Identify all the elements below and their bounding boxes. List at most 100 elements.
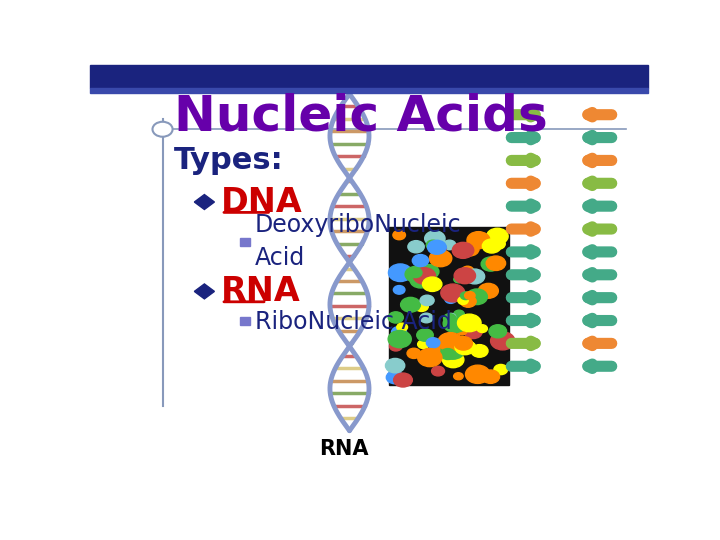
FancyArrowPatch shape <box>511 341 535 346</box>
Circle shape <box>466 365 490 383</box>
Text: DNA: DNA <box>221 186 303 219</box>
Circle shape <box>417 329 433 341</box>
Bar <box>90 65 648 87</box>
FancyArrowPatch shape <box>588 112 612 117</box>
Circle shape <box>443 314 467 333</box>
Circle shape <box>486 256 505 271</box>
Circle shape <box>433 244 446 254</box>
Circle shape <box>429 250 451 267</box>
FancyArrowPatch shape <box>588 341 612 346</box>
Circle shape <box>402 303 412 310</box>
FancyArrowPatch shape <box>588 273 612 277</box>
Circle shape <box>460 295 476 307</box>
Circle shape <box>482 370 500 383</box>
Circle shape <box>415 301 428 312</box>
Circle shape <box>393 286 405 294</box>
FancyArrowPatch shape <box>511 136 535 140</box>
Circle shape <box>393 231 405 240</box>
Circle shape <box>400 298 420 312</box>
Circle shape <box>489 325 507 338</box>
Circle shape <box>464 292 475 299</box>
FancyArrowPatch shape <box>588 249 612 254</box>
Circle shape <box>471 345 488 357</box>
Text: RNA: RNA <box>221 275 301 308</box>
Bar <box>389 227 508 385</box>
FancyArrowPatch shape <box>511 364 535 368</box>
Circle shape <box>460 242 479 256</box>
Circle shape <box>461 292 471 300</box>
Circle shape <box>464 342 476 351</box>
Circle shape <box>420 265 439 279</box>
Text: Nucleic Acids: Nucleic Acids <box>174 93 547 141</box>
Circle shape <box>490 332 515 350</box>
Circle shape <box>407 348 420 359</box>
Circle shape <box>445 294 456 303</box>
Circle shape <box>457 314 481 332</box>
FancyArrowPatch shape <box>511 273 535 277</box>
Circle shape <box>444 314 456 323</box>
Circle shape <box>454 310 464 318</box>
Circle shape <box>428 240 446 254</box>
Circle shape <box>410 273 431 288</box>
Circle shape <box>420 349 438 362</box>
FancyArrowPatch shape <box>511 181 535 186</box>
Circle shape <box>490 238 505 249</box>
Circle shape <box>478 284 498 298</box>
Circle shape <box>423 277 442 292</box>
FancyArrowPatch shape <box>511 204 535 208</box>
Circle shape <box>418 340 429 349</box>
Circle shape <box>420 295 434 306</box>
Circle shape <box>454 268 475 284</box>
Circle shape <box>467 289 487 305</box>
Circle shape <box>390 341 402 351</box>
Circle shape <box>458 297 468 305</box>
Circle shape <box>418 348 442 367</box>
Circle shape <box>477 325 487 333</box>
Circle shape <box>392 327 407 338</box>
Circle shape <box>413 254 428 267</box>
Text: Types:: Types: <box>174 146 284 175</box>
Polygon shape <box>194 194 215 210</box>
FancyArrowPatch shape <box>588 318 612 323</box>
Circle shape <box>455 340 475 355</box>
FancyArrowPatch shape <box>588 181 612 186</box>
Circle shape <box>426 240 439 250</box>
Circle shape <box>443 240 456 249</box>
Circle shape <box>464 325 482 339</box>
Circle shape <box>442 352 464 368</box>
FancyArrowPatch shape <box>511 295 535 300</box>
Circle shape <box>397 323 408 331</box>
Circle shape <box>420 313 433 323</box>
Circle shape <box>413 268 436 284</box>
Circle shape <box>462 266 474 275</box>
Circle shape <box>409 268 422 278</box>
Bar <box>240 317 250 325</box>
Circle shape <box>408 241 424 253</box>
Circle shape <box>426 346 447 361</box>
FancyArrowPatch shape <box>588 204 612 208</box>
Circle shape <box>387 371 403 384</box>
Circle shape <box>452 242 474 258</box>
Circle shape <box>405 266 426 282</box>
FancyArrowPatch shape <box>511 227 535 231</box>
Circle shape <box>389 264 412 281</box>
FancyArrowPatch shape <box>511 158 535 163</box>
Circle shape <box>465 269 485 284</box>
Circle shape <box>431 366 444 376</box>
Circle shape <box>494 364 508 375</box>
Circle shape <box>388 312 403 323</box>
Circle shape <box>441 284 465 302</box>
Circle shape <box>481 257 500 271</box>
Circle shape <box>385 359 405 373</box>
Circle shape <box>454 276 463 283</box>
Circle shape <box>454 373 463 380</box>
Bar <box>90 87 648 93</box>
Text: RNA: RNA <box>319 440 369 460</box>
FancyArrowPatch shape <box>588 364 612 368</box>
Circle shape <box>482 239 501 253</box>
FancyArrowPatch shape <box>588 227 612 231</box>
FancyArrowPatch shape <box>511 112 535 117</box>
FancyArrowPatch shape <box>588 295 612 300</box>
Polygon shape <box>194 284 215 299</box>
Circle shape <box>438 333 462 351</box>
